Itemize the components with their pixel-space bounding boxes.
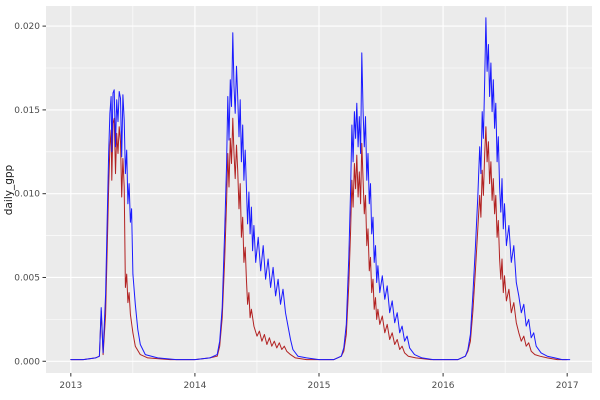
series-line-series-2-darkred [70, 117, 568, 361]
x-tick-label: 2014 [183, 381, 206, 391]
y-tick-label: 0.020 [14, 22, 40, 32]
x-tick-label: 2017 [556, 381, 579, 391]
y-axis-title: daily_gpp [3, 164, 15, 215]
series-line-series-1-blue [70, 17, 571, 361]
y-tick-label: 0.010 [14, 190, 40, 200]
x-tick-label: 2016 [432, 381, 455, 391]
y-tick-label: 0.015 [14, 106, 40, 116]
y-tick-label: 0.000 [14, 357, 40, 367]
y-tick-label: 0.005 [14, 273, 40, 283]
plot-area: 2013 2014 2015 2016 2017 0.000 0.005 0.010 0.015… [14, 6, 592, 391]
x-tick-label: 2015 [308, 381, 331, 391]
x-tick-label: 2013 [59, 381, 82, 391]
